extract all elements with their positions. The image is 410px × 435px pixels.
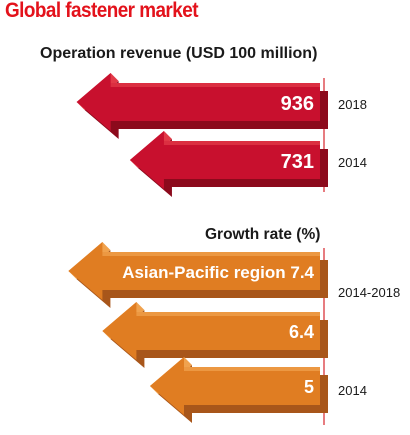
growth-period-label: 2014-2018 [338, 285, 400, 300]
growth-value-label: 5 [304, 377, 314, 397]
growth-arrow-1 [68, 242, 321, 300]
growth-arrow-2-highlight [136, 312, 320, 316]
growth-section-title: Growth rate (%) [205, 226, 321, 243]
growth-arrow-2 [102, 302, 321, 360]
growth-value-label: Asian-Pacific region 7.4 [122, 263, 314, 282]
growth-arrow-3-highlight [184, 367, 320, 371]
revenue-arrow-2018 [76, 73, 320, 131]
revenue-value-label: 731 [281, 151, 314, 173]
revenue-value-label: 936 [281, 93, 314, 115]
revenue-section-title: Operation revenue (USD 100 million) [40, 45, 318, 62]
growth-period-label: 2014 [338, 383, 367, 398]
growth-value-label: 6.4 [289, 322, 314, 342]
growth-arrow-3 [150, 357, 320, 415]
revenue-arrow-2014 [129, 131, 320, 189]
growth-arrow-1-highlight [102, 252, 321, 256]
chart-title: Global fastener market [5, 0, 198, 22]
revenue-year-label: 2018 [338, 97, 367, 112]
revenue-arrow-2014-highlight [163, 141, 320, 145]
revenue-arrow-2018-highlight [110, 83, 320, 87]
revenue-year-label: 2014 [338, 155, 367, 170]
